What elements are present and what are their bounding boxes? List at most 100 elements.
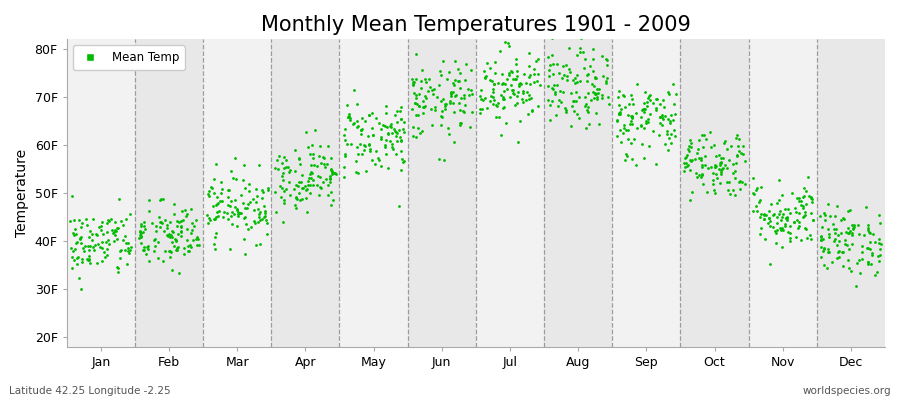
Point	[412, 130, 427, 136]
Point	[780, 216, 795, 223]
Point	[388, 128, 402, 134]
Point	[303, 162, 318, 168]
Point	[814, 224, 829, 230]
Point	[324, 202, 338, 209]
Point	[749, 202, 763, 209]
Point	[141, 242, 156, 249]
Point	[556, 89, 571, 95]
Point	[316, 154, 330, 160]
Point	[210, 201, 224, 207]
Point	[774, 226, 788, 233]
Point	[210, 208, 224, 215]
Point	[590, 91, 604, 97]
Point	[841, 256, 855, 263]
Point	[598, 78, 613, 85]
Point	[776, 226, 790, 233]
Point	[847, 224, 861, 230]
Point	[530, 102, 544, 109]
Point	[512, 80, 526, 87]
Point	[176, 245, 191, 252]
Point	[397, 158, 411, 164]
Point	[301, 182, 315, 188]
Point	[304, 169, 319, 176]
Point	[650, 96, 664, 103]
Point	[721, 187, 735, 194]
Point	[798, 225, 813, 232]
Point	[302, 151, 317, 157]
Point	[695, 171, 709, 177]
Legend: Mean Temp: Mean Temp	[73, 45, 184, 70]
Point	[514, 81, 528, 88]
Point	[363, 146, 377, 152]
Point	[640, 99, 654, 105]
Point	[410, 125, 425, 131]
Point	[411, 112, 426, 118]
Point	[508, 76, 523, 82]
Point	[362, 112, 376, 119]
Point	[339, 141, 354, 148]
Point	[814, 234, 828, 241]
Point	[389, 129, 403, 135]
Point	[855, 249, 869, 256]
Point	[855, 243, 869, 249]
Point	[533, 82, 547, 88]
Point	[213, 179, 228, 185]
Point	[409, 134, 423, 140]
Point	[237, 214, 251, 221]
Point	[708, 190, 723, 196]
Point	[772, 211, 787, 218]
Point	[305, 151, 320, 158]
Point	[295, 185, 310, 192]
Point	[770, 240, 784, 246]
Point	[775, 243, 789, 250]
Point	[733, 178, 747, 184]
Point	[208, 216, 222, 222]
Point	[837, 237, 851, 244]
Point	[591, 90, 606, 96]
Point	[836, 215, 850, 221]
Point	[117, 233, 131, 239]
Point	[753, 184, 768, 190]
Point	[361, 111, 375, 118]
Point	[415, 128, 429, 135]
Point	[666, 80, 680, 87]
Point	[799, 201, 814, 207]
Point	[257, 208, 272, 215]
Point	[94, 227, 108, 233]
Point	[861, 222, 876, 228]
Point	[640, 94, 654, 101]
Point	[295, 172, 310, 178]
Point	[276, 165, 291, 171]
Point	[548, 88, 562, 95]
Point	[222, 202, 237, 209]
Point	[587, 95, 601, 102]
Point	[207, 190, 221, 196]
Point	[443, 98, 457, 104]
Point	[274, 185, 289, 191]
Point	[714, 155, 728, 161]
Point	[108, 219, 122, 226]
Point	[396, 126, 410, 132]
Point	[148, 236, 163, 242]
Point	[289, 204, 303, 211]
Point	[301, 208, 315, 215]
Point	[588, 74, 602, 81]
Point	[473, 96, 488, 102]
Point	[691, 155, 706, 161]
Point	[394, 137, 409, 144]
Point	[726, 161, 741, 168]
Point	[255, 187, 269, 193]
Point	[569, 88, 583, 95]
Point	[616, 93, 631, 99]
Point	[282, 164, 296, 170]
Point	[804, 236, 818, 242]
Point	[668, 133, 682, 140]
Point	[350, 118, 365, 124]
Point	[174, 229, 188, 236]
Point	[82, 234, 96, 241]
Point	[677, 168, 691, 174]
Point	[730, 152, 744, 158]
Point	[106, 230, 121, 236]
Point	[101, 217, 115, 224]
Point	[683, 137, 698, 144]
